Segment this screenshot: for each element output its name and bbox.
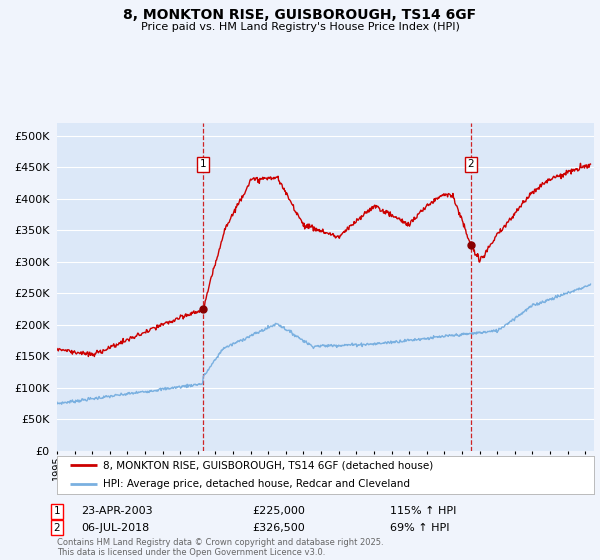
Text: 69% ↑ HPI: 69% ↑ HPI (390, 522, 449, 533)
Text: Price paid vs. HM Land Registry's House Price Index (HPI): Price paid vs. HM Land Registry's House … (140, 22, 460, 32)
Text: HPI: Average price, detached house, Redcar and Cleveland: HPI: Average price, detached house, Redc… (103, 479, 410, 489)
Text: 2: 2 (53, 522, 61, 533)
Text: 115% ↑ HPI: 115% ↑ HPI (390, 506, 457, 516)
Text: 1: 1 (200, 159, 206, 169)
Text: £326,500: £326,500 (252, 522, 305, 533)
Text: 2: 2 (467, 159, 474, 169)
Text: £225,000: £225,000 (252, 506, 305, 516)
Text: Contains HM Land Registry data © Crown copyright and database right 2025.
This d: Contains HM Land Registry data © Crown c… (57, 538, 383, 557)
Text: 8, MONKTON RISE, GUISBOROUGH, TS14 6GF: 8, MONKTON RISE, GUISBOROUGH, TS14 6GF (124, 8, 476, 22)
Text: 06-JUL-2018: 06-JUL-2018 (81, 522, 149, 533)
Text: 23-APR-2003: 23-APR-2003 (81, 506, 152, 516)
Text: 1: 1 (53, 506, 61, 516)
Text: 8, MONKTON RISE, GUISBOROUGH, TS14 6GF (detached house): 8, MONKTON RISE, GUISBOROUGH, TS14 6GF (… (103, 460, 433, 470)
